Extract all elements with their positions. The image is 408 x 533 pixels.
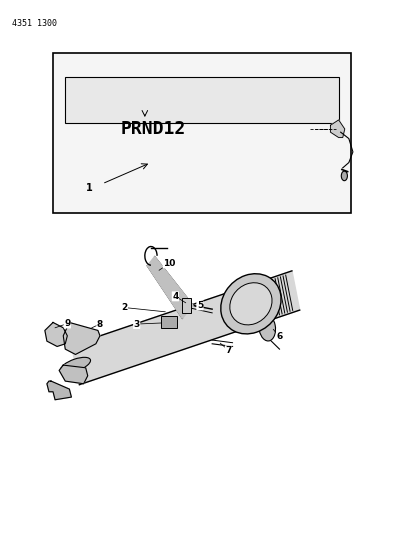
Polygon shape — [63, 322, 100, 354]
Text: 4: 4 — [172, 292, 179, 301]
Bar — [65, 77, 339, 123]
Bar — [53, 53, 351, 213]
Polygon shape — [47, 381, 71, 400]
Ellipse shape — [230, 282, 272, 325]
Bar — [161, 316, 177, 328]
Polygon shape — [45, 322, 67, 346]
Text: PRND12: PRND12 — [120, 120, 186, 138]
Polygon shape — [71, 271, 300, 385]
Text: 5: 5 — [197, 301, 203, 310]
Ellipse shape — [221, 274, 281, 334]
Text: 6: 6 — [276, 333, 283, 341]
Text: 1: 1 — [86, 183, 93, 192]
Text: 9: 9 — [64, 319, 71, 328]
Bar — [182, 298, 191, 313]
Polygon shape — [59, 365, 88, 384]
Polygon shape — [330, 120, 345, 138]
Text: 4351 1300: 4351 1300 — [12, 19, 57, 28]
Polygon shape — [147, 256, 193, 318]
Ellipse shape — [60, 357, 91, 373]
Ellipse shape — [341, 171, 347, 181]
Text: 8: 8 — [97, 320, 103, 328]
Ellipse shape — [259, 314, 275, 341]
Text: 3: 3 — [133, 320, 140, 328]
Text: 10: 10 — [163, 259, 175, 268]
Text: 2: 2 — [121, 303, 128, 312]
Text: 7: 7 — [225, 346, 232, 354]
